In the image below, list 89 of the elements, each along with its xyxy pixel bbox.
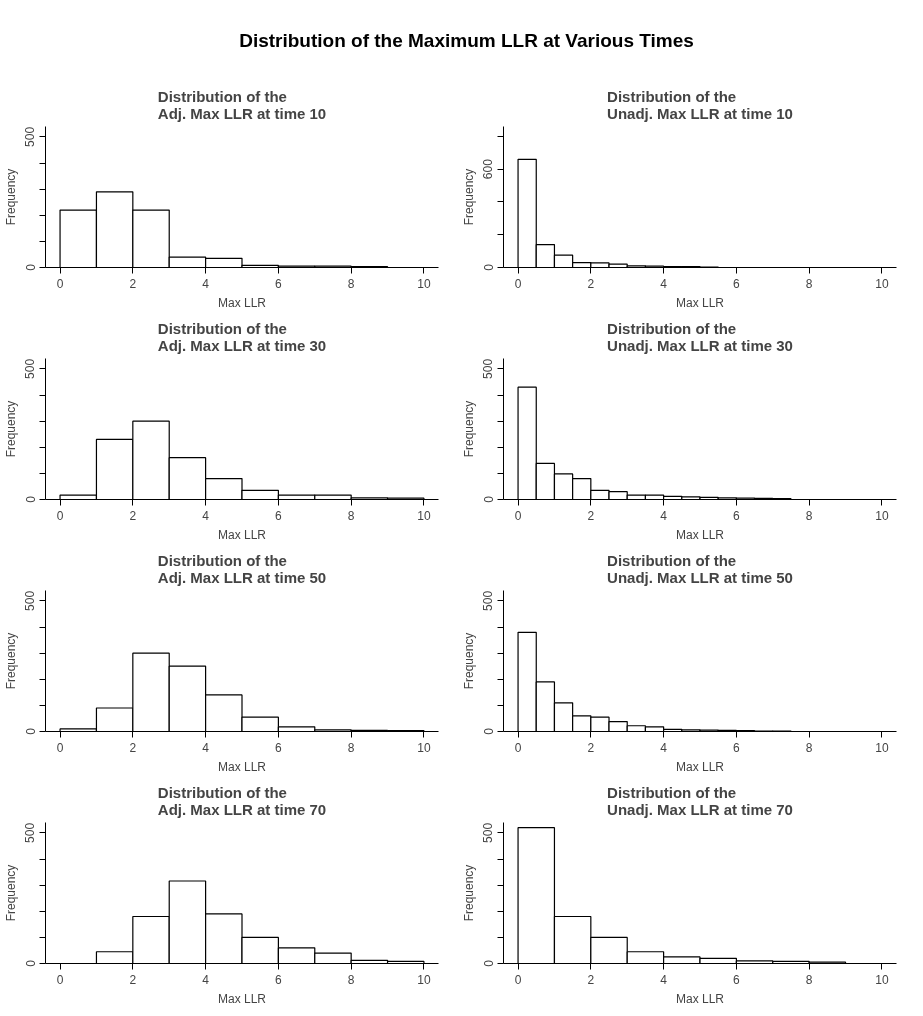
x-tick-label: 10: [875, 740, 889, 755]
x-tick-label: 4: [202, 276, 210, 291]
x-axis-title: Max LLR: [675, 295, 725, 310]
y-tick-label: 0: [481, 959, 496, 967]
x-tick-label: 6: [733, 972, 741, 987]
x-tick-label: 4: [660, 740, 668, 755]
y-axis-title: Frequency: [461, 400, 476, 458]
x-tick-label: 0: [56, 276, 64, 291]
x-axis-title: Max LLR: [217, 759, 267, 774]
text: Distribution of the Maximum LLR at Various Times: [238, 29, 695, 53]
x-axis-title: Max LLR: [675, 527, 725, 542]
x-axis-title: Max LLR: [217, 295, 267, 310]
y-tick-label: 500: [481, 822, 496, 843]
x-tick-label: 4: [202, 972, 210, 987]
x-axis-title: Max LLR: [675, 759, 725, 774]
x-tick-label: 8: [347, 740, 355, 755]
chart-title: Distribution of the Unadj. Max LLR at time 70: [607, 783, 793, 818]
x-tick-label: 10: [875, 508, 889, 523]
x-tick-label: 2: [129, 972, 137, 987]
x-tick-label: 4: [660, 276, 668, 291]
chart-title: Distribution of the Adj. Max LLR at time 30: [157, 319, 327, 354]
x-tick-label: 10: [417, 740, 431, 755]
x-tick-label: 10: [417, 972, 431, 987]
y-tick-label: 600: [481, 158, 496, 180]
y-axis-title: Frequency: [461, 632, 476, 690]
x-tick-label: 0: [514, 276, 522, 291]
x-tick-label: 8: [805, 276, 813, 291]
x-tick-label: 8: [805, 508, 813, 523]
x-axis-title: Max LLR: [217, 527, 267, 542]
y-tick-label: 0: [23, 959, 38, 967]
x-axis-title: Max LLR: [217, 991, 267, 1006]
x-tick-label: 2: [587, 740, 595, 755]
x-tick-label: 0: [514, 972, 522, 987]
y-tick-label: 500: [481, 590, 496, 611]
x-tick-label: 6: [275, 276, 283, 291]
x-tick-label: 6: [275, 508, 283, 523]
y-axis-title: Frequency: [3, 400, 18, 458]
x-tick-label: 2: [587, 276, 595, 291]
x-tick-label: 8: [805, 740, 813, 755]
y-axis-title: Frequency: [461, 864, 476, 922]
y-axis-title: Frequency: [461, 168, 476, 226]
x-tick-label: 0: [56, 972, 64, 987]
y-tick-label: 500: [23, 358, 38, 379]
chart-title: Distribution of the Adj. Max LLR at time 70: [157, 783, 327, 818]
x-tick-label: 4: [202, 740, 210, 755]
x-axis-title: Max LLR: [675, 991, 725, 1006]
x-tick-label: 0: [514, 740, 522, 755]
y-tick-label: 0: [481, 727, 496, 735]
chart-title: Distribution of the Unadj. Max LLR at time 50: [607, 551, 793, 586]
y-axis-title: Frequency: [3, 864, 18, 922]
y-tick-label: 0: [23, 263, 38, 271]
x-tick-label: 8: [347, 276, 355, 291]
x-tick-label: 6: [275, 972, 283, 987]
chart-title: Distribution of the Adj. Max LLR at time 10: [157, 87, 327, 122]
x-tick-label: 8: [347, 972, 355, 987]
x-tick-label: 4: [660, 972, 668, 987]
y-tick-label: 500: [23, 126, 38, 147]
chart-title: Distribution of the Adj. Max LLR at time 50: [157, 551, 327, 586]
x-tick-label: 6: [275, 740, 283, 755]
y-tick-label: 500: [23, 822, 38, 843]
x-tick-label: 2: [129, 276, 137, 291]
y-tick-label: 500: [481, 358, 496, 379]
y-tick-label: 0: [481, 263, 496, 271]
x-tick-label: 0: [56, 740, 64, 755]
x-tick-label: 8: [347, 508, 355, 523]
x-tick-label: 10: [875, 276, 889, 291]
x-tick-label: 2: [587, 508, 595, 523]
x-tick-label: 0: [56, 508, 64, 523]
y-tick-label: 500: [23, 590, 38, 611]
x-tick-label: 0: [514, 508, 522, 523]
x-tick-label: 10: [875, 972, 889, 987]
y-tick-label: 0: [23, 727, 38, 735]
x-tick-label: 8: [805, 972, 813, 987]
x-tick-label: 10: [417, 276, 431, 291]
x-tick-label: 6: [733, 508, 741, 523]
x-tick-label: 4: [202, 508, 210, 523]
y-axis-title: Frequency: [3, 632, 18, 690]
x-tick-label: 10: [417, 508, 431, 523]
x-tick-label: 2: [129, 740, 137, 755]
x-tick-label: 6: [733, 276, 741, 291]
y-axis-title: Frequency: [3, 168, 18, 226]
x-tick-label: 2: [587, 972, 595, 987]
chart-title: Distribution of the Unadj. Max LLR at time 10: [607, 87, 793, 122]
x-tick-label: 2: [129, 508, 137, 523]
x-tick-label: 6: [733, 740, 741, 755]
chart-title: Distribution of the Unadj. Max LLR at time 30: [607, 319, 793, 354]
y-tick-label: 0: [481, 495, 496, 503]
y-tick-label: 0: [23, 495, 38, 503]
x-tick-label: 4: [660, 508, 668, 523]
